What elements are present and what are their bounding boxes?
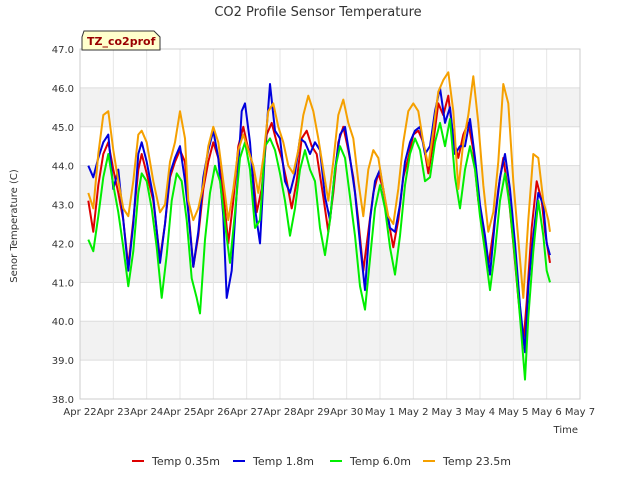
x-tick-label: Apr 29 xyxy=(297,407,330,418)
y-tick-label: 44.0 xyxy=(52,162,74,173)
series-line-temp-6-0m xyxy=(87,118,551,381)
x-tick-label: May 7 xyxy=(565,407,595,418)
x-tick-label: May 1 xyxy=(365,407,395,418)
annotation-box: TZ_co2prof xyxy=(81,30,161,51)
y-tick-label: 40.0 xyxy=(52,317,74,328)
y-tick-label: 42.0 xyxy=(52,239,74,250)
x-tick-label: May 3 xyxy=(432,407,462,418)
legend-label-temp-1-8m: Temp 1.8m xyxy=(252,455,314,468)
x-tick-label: May 5 xyxy=(498,407,528,418)
annotation-box-shape xyxy=(81,30,161,51)
x-tick-label: May 6 xyxy=(532,407,562,418)
x-tick-label: Apr 28 xyxy=(263,407,296,418)
y-tick-label: 43.0 xyxy=(52,201,74,212)
legend: Temp 0.35m Temp 1.8m Temp 6.0m Temp 23.5m xyxy=(132,455,511,468)
chart-title: CO2 Profile Sensor Temperature xyxy=(214,5,421,20)
plot-frame xyxy=(79,48,581,400)
y-tick-label: 41.0 xyxy=(52,278,74,289)
series-lines xyxy=(87,71,551,381)
x-tick-label: Apr 24 xyxy=(130,407,163,418)
legend-label-temp-0-35m: Temp 0.35m xyxy=(151,455,220,468)
x-axis-label: Time xyxy=(553,425,578,436)
legend-label-temp-23-5m: Temp 23.5m xyxy=(442,455,511,468)
x-tick-label: Apr 25 xyxy=(163,407,196,418)
y-tick-label: 47.0 xyxy=(52,45,74,56)
y-tick-label: 38.0 xyxy=(52,395,74,406)
x-tick-label: Apr 26 xyxy=(197,407,230,418)
y-tick-labels: 38.0 39.0 40.0 41.0 42.0 43.0 44.0 45.0 46.0 47.0 xyxy=(52,45,74,406)
series-line-temp-23-5m xyxy=(87,71,551,299)
y-tick-label: 46.0 xyxy=(52,84,74,95)
x-tick-label: May 2 xyxy=(398,407,428,418)
y-tick-label: 39.0 xyxy=(52,356,74,367)
x-tick-label: Apr 23 xyxy=(97,407,130,418)
x-tick-label: Apr 27 xyxy=(230,407,263,418)
plot-band xyxy=(80,243,580,283)
x-tick-labels: Apr 22 Apr 23 Apr 24 Apr 25 Apr 26 Apr 27 Apr … xyxy=(63,407,595,418)
x-tick-label: May 4 xyxy=(465,407,495,418)
legend-label-temp-6-0m: Temp 6.0m xyxy=(349,455,411,468)
x-tick-label: Apr 22 xyxy=(63,407,96,418)
annotation-box-label: TZ_co2prof xyxy=(87,35,156,48)
x-tick-label: Apr 30 xyxy=(330,407,363,418)
y-axis-label: Senor Temperature (C) xyxy=(9,169,20,283)
y-tick-label: 45.0 xyxy=(52,123,74,134)
plot-band xyxy=(80,87,580,127)
plot-band xyxy=(80,321,580,361)
